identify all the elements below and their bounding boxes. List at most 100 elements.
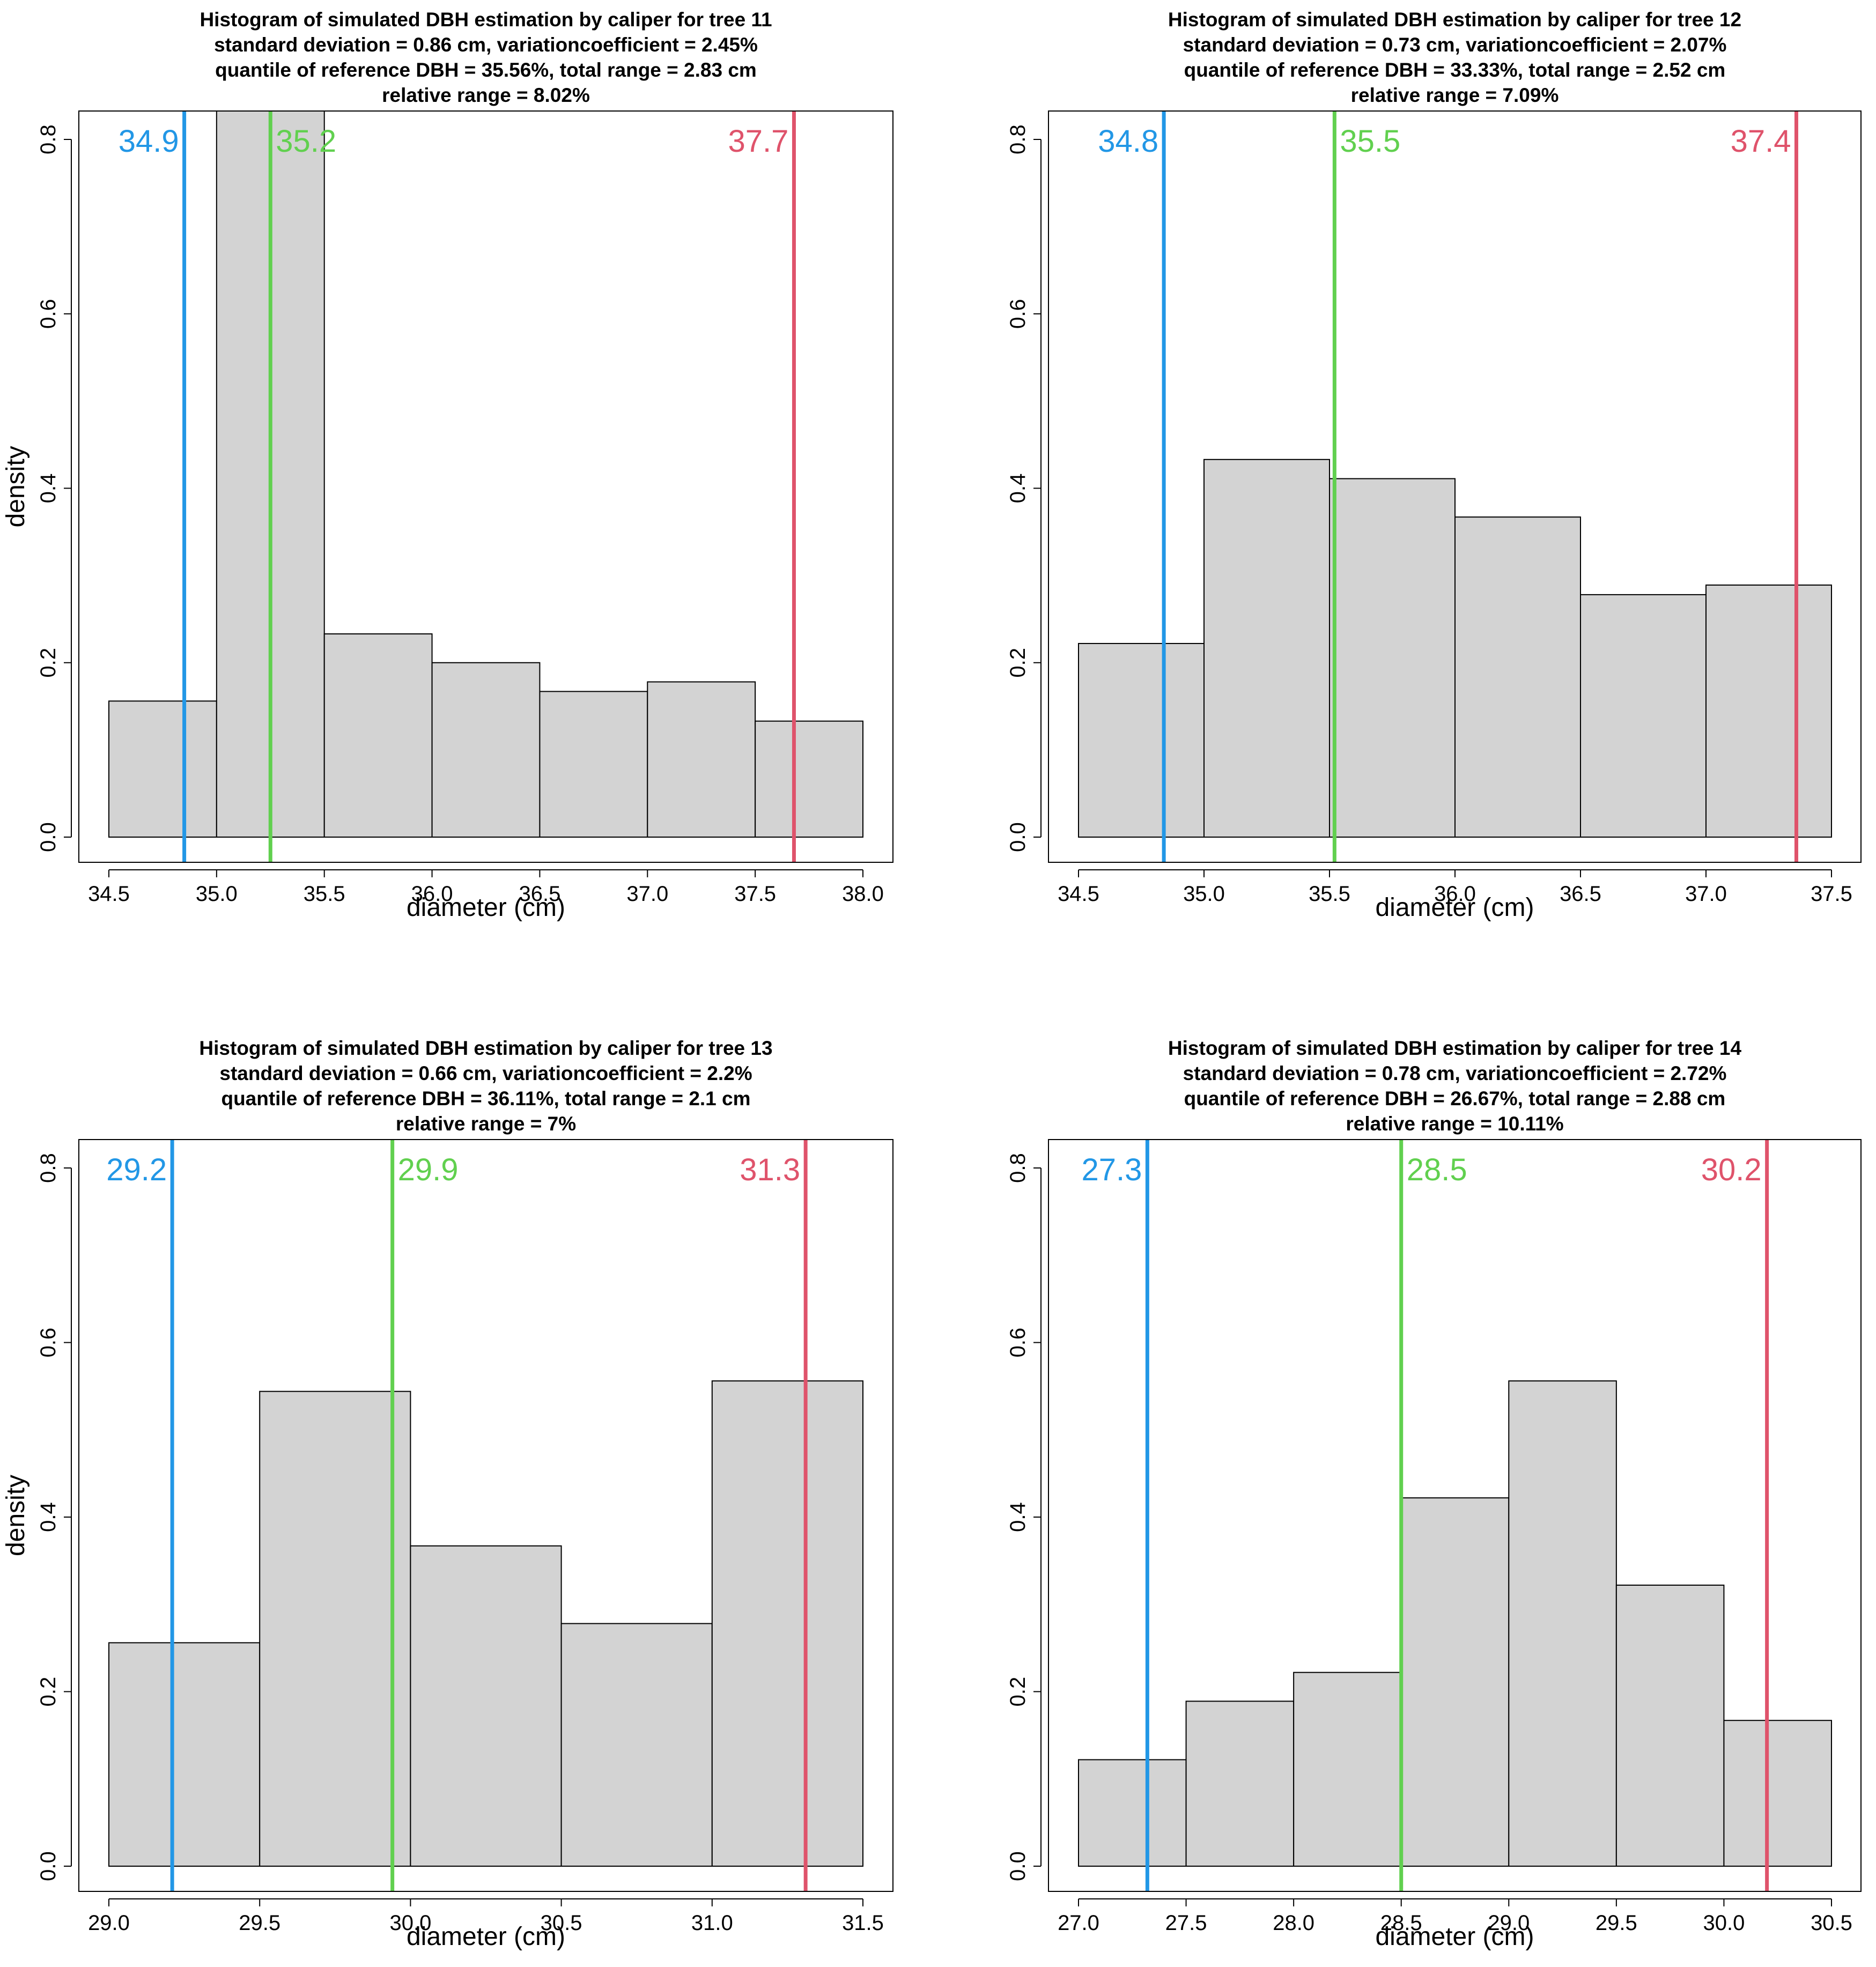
- histogram-bar: [431, 662, 541, 838]
- x-tick-label: 28.5: [1380, 1911, 1422, 1935]
- x-axis-label: diameter (cm): [407, 1922, 565, 1951]
- x-tick-label: 31.5: [842, 1911, 884, 1935]
- x-tick-label: 36.5: [519, 882, 560, 906]
- x-tick-label: 30.5: [541, 1911, 582, 1935]
- bars-group: [1078, 1380, 1832, 1867]
- chart-subtitle-line: standard deviation = 0.86 cm, variationc…: [214, 34, 758, 56]
- y-tick-label: 0.0: [36, 1851, 60, 1881]
- chart-subtitle-line: quantile of reference DBH = 36.11%, tota…: [221, 1088, 750, 1110]
- y-tick-label: 0.4: [1006, 1502, 1030, 1532]
- reference-label-blue: 34.8: [1098, 124, 1158, 159]
- histogram-bar: [1615, 1584, 1725, 1867]
- histogram-bar: [647, 681, 756, 838]
- x-tick-label: 38.0: [842, 882, 884, 906]
- y-tick-label: 0.6: [36, 299, 60, 329]
- chart-subtitle-line: quantile of reference DBH = 33.33%, tota…: [1184, 59, 1726, 81]
- x-tick-label: 29.5: [239, 1911, 280, 1935]
- plot-frame: [78, 1139, 893, 1892]
- y-axis-label: density: [2, 446, 30, 527]
- y-tick-label: 0.0: [1006, 822, 1030, 852]
- chart-subtitle-line: relative range = 7%: [396, 1113, 576, 1135]
- y-tick-label: 0.8: [1006, 124, 1030, 154]
- histogram-bar: [108, 700, 217, 838]
- chart-title: Histogram of simulated DBH estimation by…: [1168, 9, 1741, 31]
- x-tick-label: 29.5: [1596, 1911, 1637, 1935]
- y-tick-label: 0.8: [36, 124, 60, 154]
- x-tick-label: 29.0: [1488, 1911, 1530, 1935]
- chart-subtitle-line: quantile of reference DBH = 35.56%, tota…: [215, 59, 757, 81]
- histogram-bar: [1508, 1380, 1617, 1867]
- reference-label-red: 31.3: [740, 1152, 800, 1187]
- x-tick-label: 30.0: [389, 1911, 431, 1935]
- x-tick-label: 31.0: [691, 1911, 733, 1935]
- y-tick-label: 0.4: [36, 1502, 60, 1532]
- chart-subtitle-line: relative range = 8.02%: [382, 84, 590, 106]
- histogram-bar: [323, 633, 433, 838]
- chart-title: Histogram of simulated DBH estimation by…: [199, 1037, 772, 1059]
- x-tick-label: 37.0: [626, 882, 668, 906]
- x-tick-label: 35.5: [1309, 882, 1350, 906]
- x-tick-label: 37.0: [1685, 882, 1727, 906]
- y-axis-label: density: [2, 1475, 30, 1556]
- y-tick-label: 0.6: [36, 1328, 60, 1358]
- histogram-panel-3: Histogram of simulated DBH estimation by…: [2, 1037, 893, 1951]
- reference-label-red: 37.4: [1731, 124, 1791, 159]
- y-tick-label: 0.4: [36, 474, 60, 504]
- reference-label-green: 35.5: [1340, 124, 1400, 159]
- x-tick-label: 35.0: [1183, 882, 1225, 906]
- x-tick-label: 30.0: [1703, 1911, 1745, 1935]
- x-tick-label: 34.5: [88, 882, 130, 906]
- y-tick-label: 0.6: [1006, 1328, 1030, 1358]
- histogram-bar: [1454, 516, 1581, 838]
- x-tick-label: 36.0: [1434, 882, 1476, 906]
- y-tick-label: 0.8: [36, 1153, 60, 1183]
- x-tick-label: 35.5: [304, 882, 345, 906]
- reference-label-green: 29.9: [398, 1152, 459, 1187]
- x-tick-label: 37.5: [734, 882, 776, 906]
- reference-label-blue: 34.9: [119, 124, 179, 159]
- reference-label-green: 28.5: [1407, 1152, 1467, 1187]
- x-tick-label: 27.5: [1165, 1911, 1207, 1935]
- histogram-panel-2: Histogram of simulated DBH estimation by…: [1006, 9, 1862, 922]
- reference-label-red: 30.2: [1701, 1152, 1762, 1187]
- histogram-bar: [1723, 1720, 1832, 1867]
- histogram-bar: [259, 1391, 411, 1867]
- chart-subtitle-line: standard deviation = 0.66 cm, variationc…: [219, 1062, 752, 1084]
- y-tick-label: 0.4: [1006, 474, 1030, 504]
- x-axis-label: diameter (cm): [1375, 1922, 1534, 1951]
- histogram-bar: [539, 691, 648, 838]
- x-tick-label: 36.5: [1560, 882, 1601, 906]
- histogram-panel-4: Histogram of simulated DBH estimation by…: [1006, 1037, 1862, 1951]
- chart-title: Histogram of simulated DBH estimation by…: [1168, 1037, 1742, 1059]
- bars-group: [108, 1380, 864, 1867]
- y-tick-label: 0.6: [1006, 299, 1030, 329]
- histogram-bar: [1078, 1759, 1187, 1867]
- chart-subtitle-line: standard deviation = 0.73 cm, variationc…: [1183, 34, 1727, 56]
- plot-frame: [1048, 110, 1862, 863]
- x-tick-label: 29.0: [88, 1911, 130, 1935]
- histogram-bar: [1705, 585, 1832, 838]
- x-tick-label: 36.0: [411, 882, 453, 906]
- bars-group: [108, 111, 863, 838]
- histogram-bar: [108, 1642, 261, 1867]
- histogram-bar: [1078, 642, 1205, 838]
- plot-frame: [78, 110, 893, 863]
- y-tick-label: 0.2: [36, 1677, 60, 1707]
- reference-label-blue: 27.3: [1081, 1152, 1142, 1187]
- x-tick-label: 27.0: [1058, 1911, 1099, 1935]
- x-axis-label: diameter (cm): [1375, 893, 1534, 922]
- chart-subtitle-line: relative range = 10.11%: [1346, 1113, 1563, 1135]
- y-tick-label: 0.2: [1006, 648, 1030, 678]
- y-tick-label: 0.0: [36, 822, 60, 852]
- x-axis-label: diameter (cm): [407, 893, 565, 922]
- x-tick-label: 37.5: [1811, 882, 1852, 906]
- histogram-bar: [1580, 594, 1707, 838]
- histogram-bar: [711, 1380, 864, 1867]
- chart-subtitle-line: standard deviation = 0.78 cm, variationc…: [1183, 1062, 1727, 1084]
- x-tick-label: 30.5: [1811, 1911, 1852, 1935]
- histogram-bar: [755, 720, 863, 838]
- reference-label-green: 35.2: [276, 124, 336, 159]
- x-tick-label: 34.5: [1058, 882, 1099, 906]
- histogram-bar: [1400, 1497, 1510, 1867]
